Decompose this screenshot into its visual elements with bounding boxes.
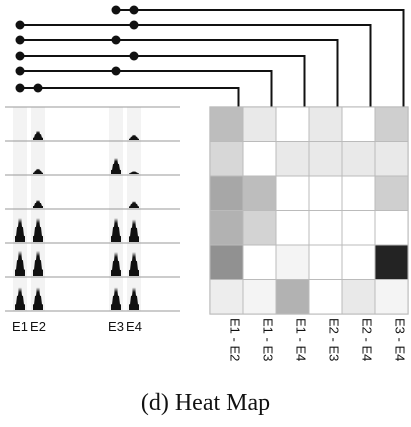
heat-map-cell — [275, 175, 310, 211]
heat-map-cell — [242, 244, 277, 280]
heat-map-cell — [242, 141, 277, 177]
heat-map-cell — [374, 106, 409, 142]
pair-connector-line — [20, 87, 240, 107]
heat-map-cell — [209, 279, 244, 315]
event-dot — [15, 20, 25, 30]
heat-map-cell — [275, 210, 310, 246]
event-burst — [15, 218, 25, 242]
heat-map-cell — [341, 141, 376, 177]
event-labels: E1 E2 E3 E4 — [12, 319, 142, 334]
heat-map-cell — [308, 141, 343, 177]
heat-map-cell — [209, 244, 244, 280]
event-label: E1 — [12, 319, 28, 334]
event-burst — [111, 252, 121, 276]
heat-map-cell — [209, 210, 244, 246]
heat-map-cell — [275, 106, 310, 142]
heat-map-cell — [374, 210, 409, 246]
figure-caption: (d) Heat Map — [140, 390, 271, 416]
event-burst — [129, 287, 139, 310]
pair-connector-line — [116, 9, 405, 107]
pair-connectors — [15, 5, 405, 107]
heat-map-cell — [242, 210, 277, 246]
heat-map-cell — [374, 244, 409, 280]
heat-map-cell — [374, 141, 409, 177]
event-burst — [33, 218, 43, 242]
pair-connector-line — [20, 24, 372, 107]
event-burst — [129, 201, 139, 208]
heat-map-cell — [374, 175, 409, 211]
pair-label: E2 - E3 — [327, 318, 342, 361]
heat-map-cell — [308, 279, 343, 315]
event-dot — [111, 35, 121, 45]
event-burst — [111, 287, 121, 310]
heat-map-cell — [341, 210, 376, 246]
event-label: E3 — [108, 319, 124, 334]
heat-map-cell — [308, 106, 343, 142]
heat-map-cell — [308, 210, 343, 246]
event-sparkline-panel — [5, 106, 180, 312]
event-burst — [129, 134, 139, 140]
pair-label: E1 - E3 — [261, 318, 276, 361]
heat-map-cell — [308, 175, 343, 211]
event-burst — [111, 218, 121, 242]
heat-map-cell — [275, 141, 310, 177]
heat-map-grid — [209, 106, 409, 315]
event-burst — [129, 219, 139, 242]
pair-connector-line — [20, 70, 273, 107]
event-dot — [15, 35, 25, 45]
heat-map-cell — [374, 279, 409, 315]
event-dot — [15, 51, 25, 61]
heat-map-cell — [209, 106, 244, 142]
heat-map-cell — [242, 279, 277, 315]
heat-map-cell — [341, 106, 376, 142]
heat-map-cell — [209, 141, 244, 177]
heat-map-cell — [242, 175, 277, 211]
heat-map-cell — [209, 175, 244, 211]
heat-map-cell — [275, 244, 310, 280]
event-dot — [111, 66, 121, 76]
event-dot — [129, 20, 139, 30]
event-burst — [129, 171, 139, 174]
heat-map-cell — [341, 279, 376, 315]
event-burst — [111, 158, 121, 174]
event-dot — [33, 83, 43, 93]
event-dot — [15, 83, 25, 93]
pair-connector-line — [20, 55, 306, 107]
event-burst — [15, 287, 25, 310]
pair-labels: E1 - E2 E1 - E3 E1 - E4 E2 - E3 E2 - E4 E3 - … — [228, 318, 408, 361]
pair-label: E3 - E4 — [393, 318, 408, 361]
event-label: E2 — [30, 319, 46, 334]
event-burst — [33, 287, 43, 310]
event-burst — [33, 250, 43, 276]
event-burst — [15, 250, 25, 276]
heat-map-cell — [308, 244, 343, 280]
event-label: E4 — [126, 319, 142, 334]
event-burst — [33, 200, 43, 208]
event-burst — [33, 168, 43, 174]
heat-map-cell — [341, 175, 376, 211]
heat-map-cell — [242, 106, 277, 142]
event-dot — [129, 5, 139, 15]
event-dot — [111, 5, 121, 15]
pair-label: E1 - E4 — [294, 318, 309, 361]
event-burst — [129, 252, 139, 276]
pair-label: E2 - E4 — [360, 318, 375, 361]
heat-map-cell — [275, 279, 310, 315]
pair-connector-line — [20, 39, 339, 107]
heat-map-cell — [341, 244, 376, 280]
event-burst — [33, 130, 43, 140]
pair-label: E1 - E2 — [228, 318, 243, 361]
event-dot — [15, 66, 25, 76]
event-dot — [129, 51, 139, 61]
